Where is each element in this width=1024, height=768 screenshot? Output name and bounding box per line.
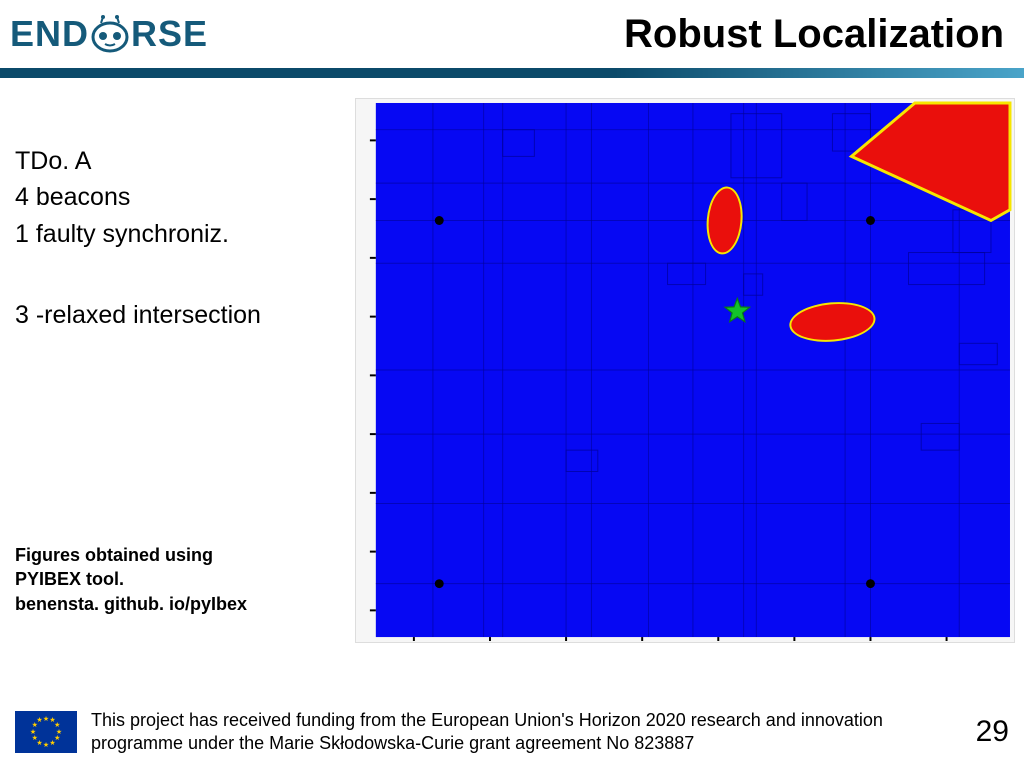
figure-caption: Figures obtained using PYIBEX tool. bene… xyxy=(15,543,345,616)
funding-text: This project has received funding from t… xyxy=(91,709,921,754)
localization-plot xyxy=(358,101,1012,641)
visualization-panel xyxy=(355,98,1015,643)
text-line: TDo. A xyxy=(15,143,345,179)
figcap-line: benensta. github. io/pyIbex xyxy=(15,592,345,616)
logo-left: END xyxy=(10,13,89,55)
content: TDo. A 4 beacons 1 faulty synchroniz. 3 … xyxy=(0,93,1024,653)
eu-flag-icon: ★★★★★★★★★★★★ xyxy=(15,711,77,753)
endorse-logo: END RSE xyxy=(10,13,208,55)
logo-right: RSE xyxy=(131,13,208,55)
figcap-line: Figures obtained using xyxy=(15,543,345,567)
text-line: 4 beacons xyxy=(15,179,345,215)
figcap-line: PYIBEX tool. xyxy=(15,567,345,591)
text-line: 3 -relaxed intersection xyxy=(15,297,345,333)
left-text: TDo. A 4 beacons 1 faulty synchroniz. 3 … xyxy=(0,93,355,653)
footer: ★★★★★★★★★★★★ This project has received f… xyxy=(0,709,1024,754)
header: END RSE Robust Localization xyxy=(0,0,1024,68)
robot-face-icon xyxy=(91,15,129,53)
page-number: 29 xyxy=(976,715,1009,749)
text-line: 1 faulty synchroniz. xyxy=(15,216,345,252)
slide-title: Robust Localization xyxy=(624,12,1004,57)
divider-stripe xyxy=(0,68,1024,78)
